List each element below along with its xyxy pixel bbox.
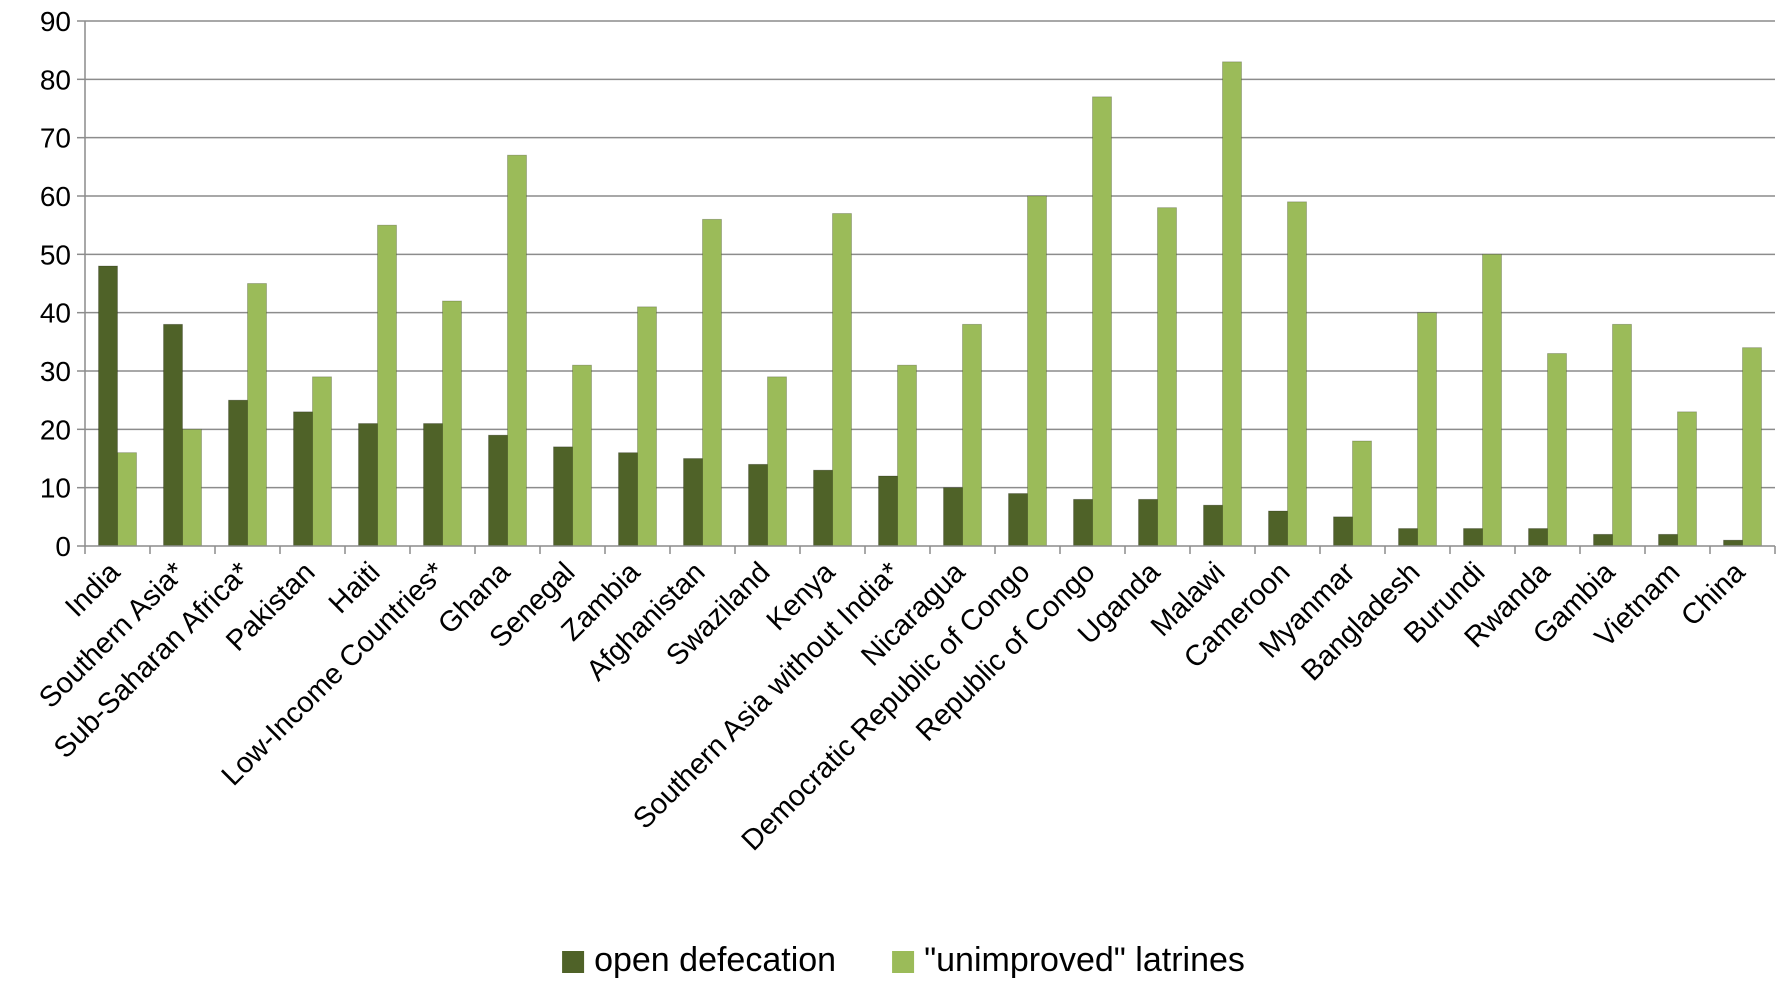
bar-unimproved-latrines-bangladesh — [1417, 312, 1437, 547]
bar-unimproved-latrines-southern-asia-without-india — [897, 364, 917, 547]
bar-open-defecation-bangladesh — [1398, 528, 1418, 547]
bar-open-defecation-democratic-republic-of-congo — [1008, 493, 1028, 547]
bar-open-defecation-southern-asia — [163, 323, 183, 547]
y-tick-label-50: 50 — [40, 239, 71, 270]
bar-unimproved-latrines-nicaragua — [962, 323, 982, 547]
bar-unimproved-latrines-zambia — [637, 306, 657, 547]
y-tick-label-10: 10 — [40, 473, 71, 504]
bar-unimproved-latrines-uganda — [1157, 207, 1177, 547]
bar-unimproved-latrines-haiti — [377, 224, 397, 547]
bar-unimproved-latrines-cameroon — [1287, 201, 1307, 547]
bars — [98, 61, 1762, 547]
bar-open-defecation-myanmar — [1333, 516, 1353, 547]
bar-open-defecation-burundi — [1463, 528, 1483, 547]
bar-open-defecation-southern-asia-without-india — [878, 475, 898, 547]
bar-unimproved-latrines-malawi — [1222, 61, 1242, 547]
axes — [77, 20, 1776, 554]
bar-unimproved-latrines-vietnam — [1677, 411, 1697, 547]
bar-open-defecation-republic-of-congo — [1073, 498, 1093, 547]
bar-unimproved-latrines-china — [1742, 347, 1762, 547]
legend-label-unimproved-latrines: "unimproved" latrines — [924, 941, 1245, 979]
bar-open-defecation-ghana — [488, 434, 508, 547]
y-tick-label-90: 90 — [40, 6, 71, 37]
bar-open-defecation-low-income-countries — [423, 423, 443, 547]
y-tick-label-80: 80 — [40, 64, 71, 95]
bar-unimproved-latrines-sub-saharan-africa — [247, 283, 267, 547]
bar-open-defecation-pakistan — [293, 411, 313, 547]
bar-open-defecation-swaziland — [748, 463, 768, 547]
y-tick-label-20: 20 — [40, 414, 71, 445]
bar-open-defecation-haiti — [358, 423, 378, 547]
bar-unimproved-latrines-senegal — [572, 364, 592, 547]
bar-open-defecation-uganda — [1138, 498, 1158, 547]
bar-unimproved-latrines-india — [117, 452, 137, 547]
y-tick-label-0: 0 — [55, 531, 71, 562]
y-tick-label-40: 40 — [40, 298, 71, 329]
bar-unimproved-latrines-afghanistan — [702, 218, 722, 547]
bar-open-defecation-vietnam — [1658, 533, 1678, 547]
bar-open-defecation-india — [98, 265, 118, 547]
bar-unimproved-latrines-kenya — [832, 213, 852, 547]
bar-unimproved-latrines-low-income-countries — [442, 300, 462, 547]
bar-unimproved-latrines-southern-asia — [182, 428, 202, 547]
bar-open-defecation-rwanda — [1528, 528, 1548, 547]
legend: open defecation "unimproved" latrines — [562, 941, 1245, 979]
x-tick-label-china: China — [1675, 556, 1752, 633]
bar-unimproved-latrines-gambia — [1612, 323, 1632, 547]
y-tick-label-60: 60 — [40, 181, 71, 212]
bar-open-defecation-nicaragua — [943, 487, 963, 547]
y-axis-tick-labels: 0 10 20 30 40 50 60 70 80 90 — [40, 6, 71, 562]
legend-swatch-unimproved-latrines — [892, 951, 915, 973]
bar-unimproved-latrines-swaziland — [767, 376, 787, 547]
bar-open-defecation-malawi — [1203, 504, 1223, 547]
bar-open-defecation-sub-saharan-africa — [228, 399, 248, 547]
bar-unimproved-latrines-republic-of-congo — [1092, 96, 1112, 547]
bar-open-defecation-cameroon — [1268, 510, 1288, 547]
bar-open-defecation-china — [1723, 539, 1743, 547]
bar-unimproved-latrines-ghana — [507, 154, 527, 547]
gridlines — [85, 20, 1775, 489]
bar-open-defecation-zambia — [618, 452, 638, 547]
bar-unimproved-latrines-rwanda — [1547, 353, 1567, 547]
bar-open-defecation-senegal — [553, 446, 573, 547]
bar-unimproved-latrines-pakistan — [312, 376, 332, 547]
bar-unimproved-latrines-democratic-republic-of-congo — [1027, 195, 1047, 547]
bar-unimproved-latrines-myanmar — [1352, 440, 1372, 547]
bar-open-defecation-afghanistan — [683, 458, 703, 547]
y-tick-label-70: 70 — [40, 123, 71, 154]
bar-open-defecation-gambia — [1593, 533, 1613, 547]
legend-swatch-open-defecation — [562, 951, 585, 973]
y-tick-label-30: 30 — [40, 356, 71, 387]
legend-label-open-defecation: open defecation — [594, 941, 836, 979]
bar-unimproved-latrines-burundi — [1482, 253, 1502, 547]
bar-open-defecation-kenya — [813, 469, 833, 547]
